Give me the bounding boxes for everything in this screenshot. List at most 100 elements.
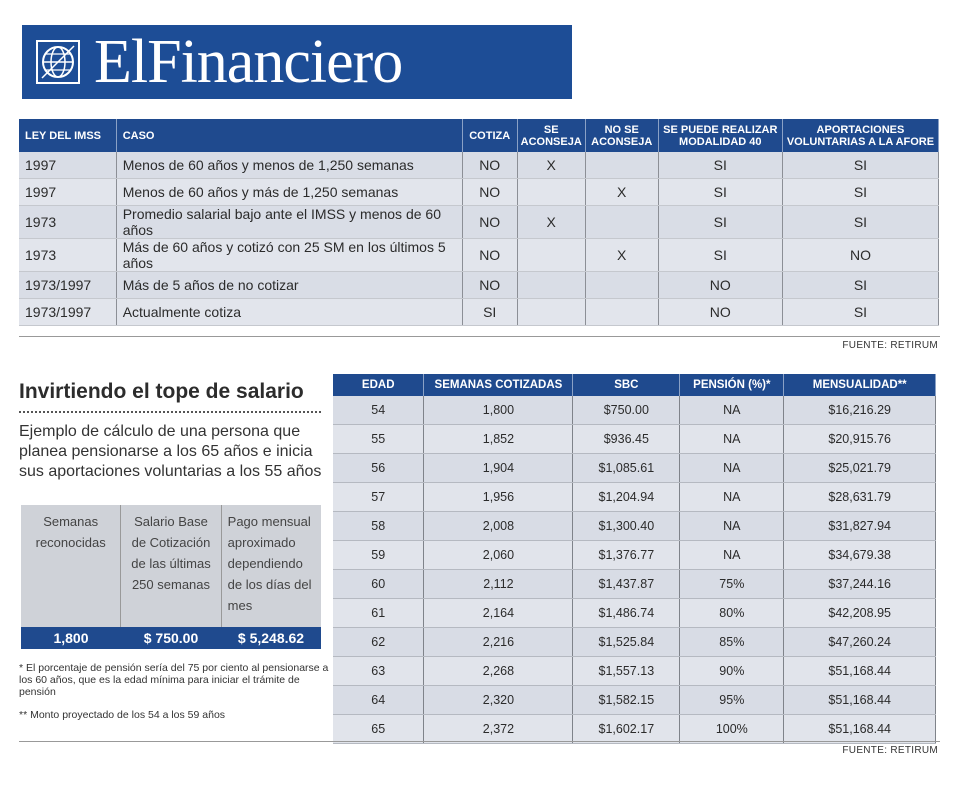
cell: SI — [658, 238, 783, 272]
cell: $1,376.77 — [572, 540, 681, 570]
cell: 95% — [679, 685, 785, 715]
cell: 64 — [333, 685, 425, 715]
cell — [517, 271, 586, 299]
col-no-aconseja: NO SE ACONSEJA — [585, 119, 659, 152]
section-headline: Invirtiendo el tope de salario — [19, 380, 304, 403]
cell: 2,268 — [423, 656, 574, 686]
cell — [585, 298, 659, 326]
cell: Promedio salarial bajo ante el IMSS y me… — [116, 205, 463, 239]
cell: SI — [782, 205, 940, 239]
cell: $1,486.74 — [572, 598, 681, 628]
table-row: 1973/1997 Actualmente cotiza SI NO SI — [19, 298, 940, 326]
table-row: 56 1,904 $1,085.61 NA $25,021.79 — [333, 453, 936, 483]
cell: 1,852 — [423, 424, 574, 454]
cell: 85% — [679, 627, 785, 657]
table-row: 63 2,268 $1,557.13 90% $51,168.44 — [333, 656, 936, 686]
cell: NO — [462, 271, 518, 299]
cell: $1,300.40 — [572, 511, 681, 541]
table-row: 55 1,852 $936.45 NA $20,915.76 — [333, 424, 936, 454]
table-row: 1973 Más de 60 años y cotizó con 25 SM e… — [19, 238, 940, 272]
cell: 1973/1997 — [19, 271, 117, 299]
cell: 1973 — [19, 205, 117, 239]
cell: 62 — [333, 627, 425, 657]
cell: $51,168.44 — [783, 685, 936, 715]
col-caso: CASO — [116, 119, 463, 152]
source-note-1: FUENTE: RETIRUM — [842, 340, 938, 351]
table-row: 1973/1997 Más de 5 años de no cotizar NO… — [19, 271, 940, 299]
cell: SI — [658, 205, 783, 239]
cell: $20,915.76 — [783, 424, 936, 454]
cell: 63 — [333, 656, 425, 686]
cell: NO — [462, 178, 518, 206]
cell: 2,060 — [423, 540, 574, 570]
masthead-logo: ElFinanciero — [22, 25, 572, 99]
cell: 90% — [679, 656, 785, 686]
cell: $750.00 — [572, 396, 681, 425]
kpi-label-pago: Pago mensual aproximado dependiendo de l… — [227, 514, 312, 613]
cell: NA — [679, 453, 785, 483]
source-note-2: FUENTE: RETIRUM — [842, 745, 938, 756]
cell: 1,800 — [423, 396, 574, 425]
cell: 2,008 — [423, 511, 574, 541]
imss-cases-table: LEY DEL IMSS CASO COTIZA SE ACONSEJA NO … — [19, 119, 940, 326]
table-row: 1973 Promedio salarial bajo ante el IMSS… — [19, 205, 940, 239]
cell: $31,827.94 — [783, 511, 936, 541]
cell: $1,204.94 — [572, 482, 681, 512]
table-row: 1997 Menos de 60 años y más de 1,250 sem… — [19, 178, 940, 206]
cell: $34,679.38 — [783, 540, 936, 570]
col-aportaciones: APORTACIONES VOLUNTARIAS A LA AFORE — [782, 119, 940, 152]
table-row: 58 2,008 $1,300.40 NA $31,827.94 — [333, 511, 936, 541]
cell — [585, 152, 659, 179]
cell: 2,320 — [423, 685, 574, 715]
cell: NO — [462, 152, 518, 179]
divider — [19, 741, 940, 742]
table-row: 64 2,320 $1,582.15 95% $51,168.44 — [333, 685, 936, 715]
cell: 56 — [333, 453, 425, 483]
cell: $25,021.79 — [783, 453, 936, 483]
cell: 2,112 — [423, 569, 574, 599]
col-pension: PENSIÓN (%)* — [679, 374, 785, 396]
cell: $28,631.79 — [783, 482, 936, 512]
table-row: 54 1,800 $750.00 NA $16,216.29 — [333, 396, 936, 425]
table-header-row: LEY DEL IMSS CASO COTIZA SE ACONSEJA NO … — [19, 119, 940, 152]
cell: X — [585, 178, 659, 206]
footnote-1: * El porcentaje de pensión sería del 75 … — [19, 662, 329, 698]
cell: $1,525.84 — [572, 627, 681, 657]
kpi-label-salario: Salario Base de Cotización de las última… — [121, 505, 222, 627]
col-edad: EDAD — [333, 374, 425, 396]
cell: NA — [679, 482, 785, 512]
cell — [585, 205, 659, 239]
table-row: 61 2,164 $1,486.74 80% $42,208.95 — [333, 598, 936, 628]
cell: 60 — [333, 569, 425, 599]
cell: $1,602.17 — [572, 714, 681, 744]
cell: 100% — [679, 714, 785, 744]
cell: $42,208.95 — [783, 598, 936, 628]
cell: 57 — [333, 482, 425, 512]
cell: Menos de 60 años y más de 1,250 semanas — [116, 178, 463, 206]
cell: $1,085.61 — [572, 453, 681, 483]
projection-table: EDAD SEMANAS COTIZADAS SBC PENSIÓN (%)* … — [333, 374, 936, 744]
kpi-values: 1,800 $ 750.00 $ 5,248.62 — [21, 627, 321, 649]
cell: $1,557.13 — [572, 656, 681, 686]
col-se-aconseja: SE ACONSEJA — [517, 119, 586, 152]
intro-text: Ejemplo de cálculo de una persona que pl… — [19, 423, 322, 480]
cell: $37,244.16 — [783, 569, 936, 599]
cell: SI — [782, 271, 940, 299]
cell — [517, 298, 586, 326]
cell: SI — [658, 178, 783, 206]
col-modalidad-40: SE PUEDE REALIZAR MODALIDAD 40 — [658, 119, 783, 152]
cell: NA — [679, 511, 785, 541]
cell: 1,956 — [423, 482, 574, 512]
cell: NO — [462, 205, 518, 239]
cell: 54 — [333, 396, 425, 425]
cell: NO — [658, 298, 783, 326]
cell: SI — [782, 152, 940, 179]
cell: 65 — [333, 714, 425, 744]
cell: 75% — [679, 569, 785, 599]
cell: 1997 — [19, 178, 117, 206]
cell: NO — [658, 271, 783, 299]
cell: $1,437.87 — [572, 569, 681, 599]
cell: X — [585, 238, 659, 272]
cell: SI — [462, 298, 518, 326]
table-row: 59 2,060 $1,376.77 NA $34,679.38 — [333, 540, 936, 570]
